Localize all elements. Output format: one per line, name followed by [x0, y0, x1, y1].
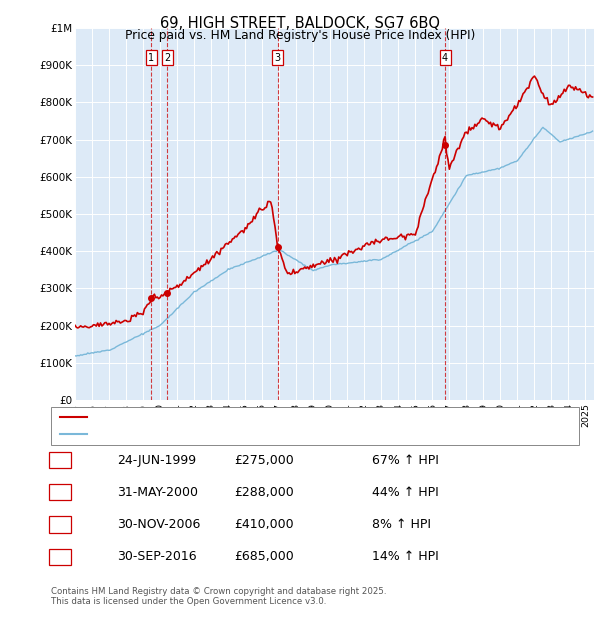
Text: £288,000: £288,000	[234, 486, 294, 498]
Text: 3: 3	[56, 518, 64, 531]
Text: 30-SEP-2016: 30-SEP-2016	[117, 551, 197, 563]
Text: £275,000: £275,000	[234, 454, 294, 466]
Text: 1: 1	[56, 454, 64, 466]
Text: 67% ↑ HPI: 67% ↑ HPI	[372, 454, 439, 466]
Text: 3: 3	[275, 53, 281, 63]
Text: Price paid vs. HM Land Registry's House Price Index (HPI): Price paid vs. HM Land Registry's House …	[125, 29, 475, 42]
Text: 4: 4	[442, 53, 448, 63]
Text: £410,000: £410,000	[235, 518, 294, 531]
Text: 69, HIGH STREET, BALDOCK, SG7 6BQ: 69, HIGH STREET, BALDOCK, SG7 6BQ	[160, 16, 440, 31]
Text: 24-JUN-1999: 24-JUN-1999	[117, 454, 196, 466]
Text: 8% ↑ HPI: 8% ↑ HPI	[372, 518, 431, 531]
Text: 30-NOV-2006: 30-NOV-2006	[117, 518, 200, 531]
Text: 4: 4	[56, 551, 64, 563]
Text: Contains HM Land Registry data © Crown copyright and database right 2025.
This d: Contains HM Land Registry data © Crown c…	[51, 587, 386, 606]
Text: 31-MAY-2000: 31-MAY-2000	[117, 486, 198, 498]
Text: 1: 1	[148, 53, 154, 63]
Text: 69, HIGH STREET, BALDOCK, SG7 6BQ (detached house): 69, HIGH STREET, BALDOCK, SG7 6BQ (detac…	[90, 412, 399, 422]
Text: 2: 2	[164, 53, 170, 63]
Text: 2: 2	[56, 486, 64, 498]
Text: 14% ↑ HPI: 14% ↑ HPI	[372, 551, 439, 563]
Text: 44% ↑ HPI: 44% ↑ HPI	[372, 486, 439, 498]
Text: HPI: Average price, detached house, North Hertfordshire: HPI: Average price, detached house, Nort…	[90, 430, 399, 440]
Text: £685,000: £685,000	[234, 551, 294, 563]
